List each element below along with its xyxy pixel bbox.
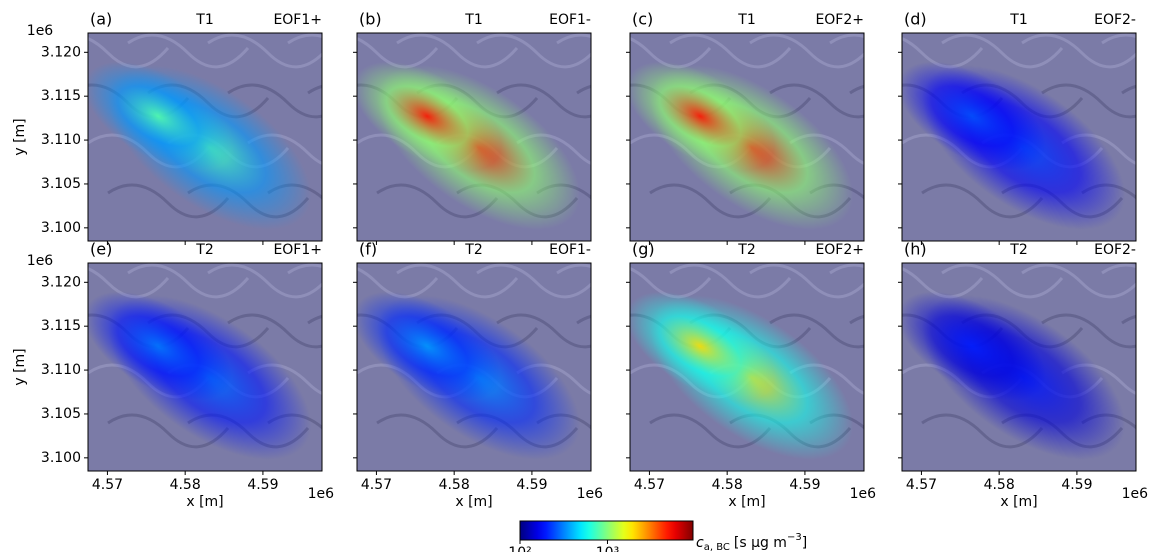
x-tick-label: 4.59 bbox=[789, 477, 820, 493]
map-area bbox=[862, 33, 1150, 263]
y-offset: 1e6 bbox=[27, 23, 54, 39]
panel-case: EOF2+ bbox=[815, 12, 864, 28]
y-axis-label: y [m] bbox=[12, 348, 28, 385]
panel-label: (e) bbox=[90, 240, 112, 259]
panel-title: T2 bbox=[195, 242, 213, 258]
colorbar bbox=[520, 521, 693, 540]
map-panel: (d) T1 EOF2- bbox=[862, 10, 1150, 263]
panel-case: EOF2- bbox=[1094, 12, 1136, 28]
panel-title: T2 bbox=[1009, 242, 1027, 258]
x-tick-label: 4.58 bbox=[439, 477, 470, 493]
map-area bbox=[862, 263, 1150, 493]
panel-title: T1 bbox=[1009, 12, 1027, 28]
y-tick-label: 3.105 bbox=[41, 176, 81, 192]
panel-case: EOF1+ bbox=[273, 12, 322, 28]
colorbar-label: ca, BC[s µg m−3] bbox=[696, 532, 807, 552]
x-offset: 1e6 bbox=[308, 486, 335, 502]
panel-title: T1 bbox=[195, 12, 213, 28]
colorbar-tick-label: 10² bbox=[508, 545, 531, 552]
page: {"chart_data": {"type": "map-grid", "pan… bbox=[0, 0, 1150, 552]
y-offset: 1e6 bbox=[27, 253, 54, 269]
y-tick-label: 3.120 bbox=[41, 44, 81, 60]
x-tick-label: 4.57 bbox=[634, 477, 665, 493]
x-axis-label: x [m] bbox=[728, 494, 765, 510]
panel-case: EOF1- bbox=[549, 242, 591, 258]
y-tick-label: 3.100 bbox=[41, 220, 81, 236]
x-tick-label: 4.57 bbox=[906, 477, 937, 493]
panel-title: T1 bbox=[464, 12, 482, 28]
x-offset: 1e6 bbox=[850, 486, 877, 502]
panel-title: T2 bbox=[464, 242, 482, 258]
panel-case: EOF2+ bbox=[815, 242, 864, 258]
x-offset: 1e6 bbox=[1122, 486, 1149, 502]
x-axis-label: x [m] bbox=[455, 494, 492, 510]
panel-label: (d) bbox=[904, 10, 927, 29]
panel-case: EOF1+ bbox=[273, 242, 322, 258]
x-tick-label: 4.57 bbox=[92, 477, 123, 493]
x-tick-label: 4.59 bbox=[516, 477, 547, 493]
x-tick-label: 4.57 bbox=[361, 477, 392, 493]
x-offset: 1e6 bbox=[577, 486, 604, 502]
y-tick-label: 3.110 bbox=[41, 132, 81, 148]
x-tick-label: 4.59 bbox=[247, 477, 278, 493]
x-tick-label: 4.58 bbox=[170, 477, 201, 493]
x-axis-label: x [m] bbox=[1000, 494, 1037, 510]
panel-label: (h) bbox=[904, 240, 927, 259]
panel-title: T2 bbox=[737, 242, 755, 258]
panel-label: (b) bbox=[359, 10, 382, 29]
y-tick-label: 3.100 bbox=[41, 450, 81, 466]
panel-label: (a) bbox=[90, 10, 112, 29]
panel-label: (f) bbox=[359, 240, 377, 259]
x-tick-label: 4.58 bbox=[712, 477, 743, 493]
y-tick-label: 3.120 bbox=[41, 274, 81, 290]
panel-case: EOF1- bbox=[549, 12, 591, 28]
panel-label: (g) bbox=[632, 240, 655, 259]
x-tick-label: 4.58 bbox=[984, 477, 1015, 493]
x-tick-label: 4.59 bbox=[1061, 477, 1092, 493]
y-tick-label: 3.105 bbox=[41, 406, 81, 422]
panel-label: (c) bbox=[632, 10, 653, 29]
colorbar-tick-label: 10³ bbox=[596, 545, 619, 552]
figure: 3.100 3.105 3.110 3.115 3.120 (a) T1 EOF1+ 1e6 y … bbox=[0, 0, 1150, 552]
map-panel: 4.57 4.58 4.59 (h) T2 EOF2- x [m] 1e6 bbox=[862, 240, 1150, 511]
x-axis-label: x [m] bbox=[186, 494, 223, 510]
y-tick-label: 3.115 bbox=[41, 88, 81, 104]
y-axis-label: y [m] bbox=[12, 118, 28, 155]
panel-title: T1 bbox=[737, 12, 755, 28]
panel-case: EOF2- bbox=[1094, 242, 1136, 258]
y-tick-label: 3.110 bbox=[41, 362, 81, 378]
y-tick-label: 3.115 bbox=[41, 318, 81, 334]
